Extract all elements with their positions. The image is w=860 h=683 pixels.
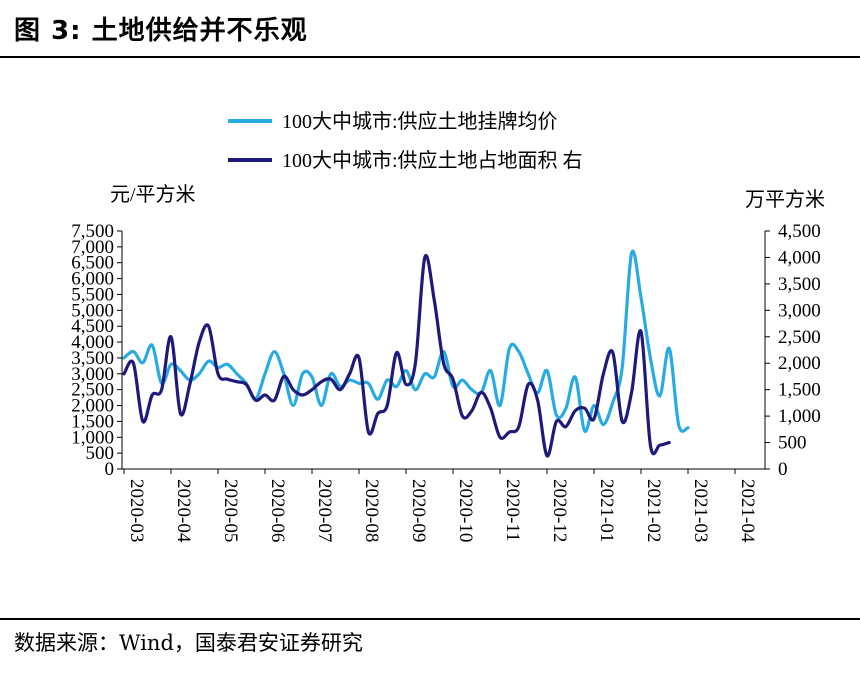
top-rule	[0, 56, 860, 58]
right-tick-label: 2,500	[778, 327, 821, 348]
left-tick-label: 6,000	[71, 269, 114, 290]
left-tick-label: 7,000	[71, 237, 114, 258]
left-tick-label: 3,000	[71, 364, 114, 385]
right-tick-label: 500	[778, 433, 807, 454]
x-tick-label: 2020-09	[408, 479, 429, 542]
x-tick-label: 2020-06	[267, 479, 288, 542]
x-tick-label: 2021-01	[596, 479, 617, 542]
x-tick-label: 2020-05	[220, 479, 241, 542]
legend-label-area: 100大中城市:供应土地占地面积 右	[282, 149, 583, 172]
legend: 100大中城市:供应土地挂牌均价 100大中城市:供应土地占地面积 右	[228, 110, 583, 172]
x-tick-label: 2020-12	[549, 479, 570, 542]
right-tick-label: 4,500	[778, 221, 821, 242]
right-tick-label: 2,000	[778, 353, 821, 374]
left-tick-label: 2,500	[71, 380, 114, 401]
right-tick-label: 0	[778, 459, 788, 480]
right-tick-label: 1,000	[778, 406, 821, 427]
x-tick-label: 2020-03	[126, 479, 147, 542]
source-note: 数据来源：Wind，国泰君安证券研究	[14, 631, 363, 655]
x-tick-label: 2021-02	[643, 479, 664, 542]
left-tick-label: 5,500	[71, 284, 114, 305]
right-tick-label: 3,000	[778, 300, 821, 321]
x-tick-label: 2020-10	[455, 479, 476, 542]
left-tick-label: 500	[86, 443, 115, 464]
right-tick-label: 3,500	[778, 274, 821, 295]
legend-label-price: 100大中城市:供应土地挂牌均价	[282, 110, 558, 133]
x-tick-label: 2020-07	[314, 479, 335, 542]
right-tick-label: 4,000	[778, 247, 821, 268]
left-tick-label: 3,500	[71, 348, 114, 369]
left-axis-unit: 元/平方米	[110, 183, 196, 206]
series-layer	[122, 249, 690, 458]
left-tick-label: 1,000	[71, 427, 114, 448]
left-tick-label: 5,000	[71, 300, 114, 321]
left-axis-ticks: 05001,0001,5002,0002,5003,0003,5004,0004…	[71, 221, 122, 480]
x-axis-ticks: 2020-03 2020-04 2020-05 2020-06 2020-07 2020-…	[123, 469, 758, 543]
series-line-area	[122, 253, 671, 458]
right-tick-label: 1,500	[778, 380, 821, 401]
x-tick-label: 2021-04	[737, 479, 758, 543]
left-tick-label: 1,500	[71, 411, 114, 432]
figure-title: 图 3: 土地供给并不乐观	[14, 16, 308, 46]
left-tick-label: 4,000	[71, 332, 114, 353]
series-line-price	[122, 249, 690, 433]
bottom-rule	[0, 618, 860, 620]
left-tick-label: 4,500	[71, 316, 114, 337]
left-tick-label: 2,000	[71, 396, 114, 417]
right-axis-ticks: 0 500 1,000 1,500 2,000 2,500 3,000 3,500 4,000 4…	[765, 221, 821, 480]
left-tick-label: 0	[105, 459, 115, 480]
x-tick-label: 2021-03	[690, 479, 711, 542]
x-tick-label: 2020-11	[502, 479, 523, 542]
x-tick-label: 2020-04	[173, 479, 194, 543]
x-tick-label: 2020-08	[361, 479, 382, 542]
dual-axis-line-chart: 100大中城市:供应土地挂牌均价 100大中城市:供应土地占地面积 右 元/平方…	[71, 110, 825, 543]
left-tick-label: 6,500	[71, 253, 114, 274]
right-axis-unit: 万平方米	[745, 188, 825, 211]
left-tick-label: 7,500	[71, 221, 114, 242]
